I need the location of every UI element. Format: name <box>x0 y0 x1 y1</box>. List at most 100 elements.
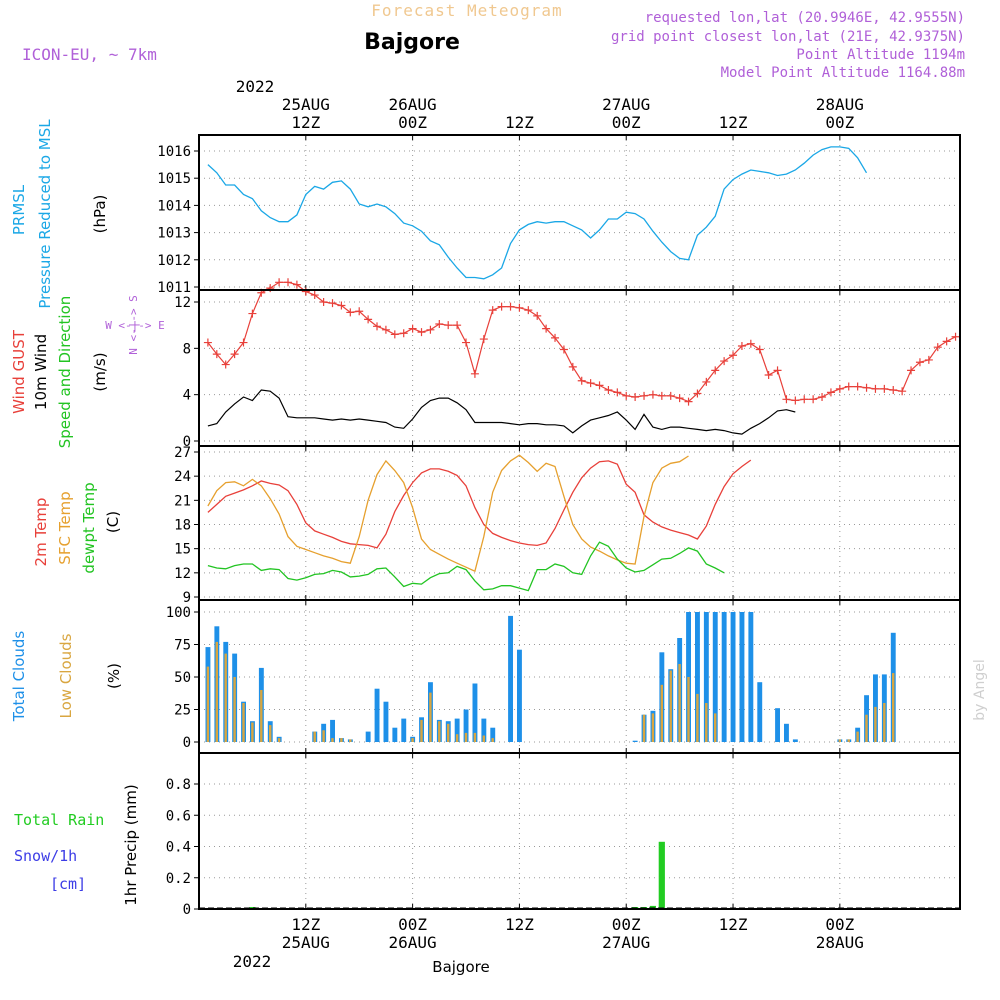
low-cloud-bar <box>669 670 672 742</box>
low-cloud-bar <box>482 735 485 742</box>
bottom-hour-label: 12Z <box>719 915 748 934</box>
temperature-panel: 9 12 15 18 21 24 27 <box>174 445 961 606</box>
total-cloud-bar <box>792 739 798 742</box>
low-cloud-bar <box>705 703 708 742</box>
top-hour-label: 12Z <box>719 113 748 132</box>
low-cloud-bar <box>215 641 218 742</box>
total-cloud-bar <box>481 718 487 742</box>
pressure-labels: PRMSL Pressure Reduced to MSL (hPa) <box>10 119 109 309</box>
gust-marker <box>631 392 640 401</box>
gust-marker <box>729 351 738 360</box>
sfc-temp-line <box>207 454 689 573</box>
low-cloud-bar <box>865 714 868 742</box>
gust-marker <box>488 306 497 315</box>
gust-marker <box>568 362 577 371</box>
gust-marker <box>337 301 346 310</box>
low-cloud-bar <box>260 690 263 742</box>
total-cloud-bar <box>748 612 754 742</box>
low-cloud-bar <box>411 738 414 742</box>
total-cloud-bar <box>401 718 407 742</box>
top-year: 2022 <box>236 77 275 96</box>
low-cloud-bar <box>687 677 690 742</box>
y-tick-label: 1012 <box>157 253 191 269</box>
low-cloud-bar <box>883 703 886 742</box>
y-tick-label: 0.8 <box>166 777 191 793</box>
total-cloud-bar <box>463 709 469 742</box>
gust-marker <box>577 376 586 385</box>
gust-marker <box>613 388 622 397</box>
y-tick-label: 12 <box>174 295 191 311</box>
total-cloud-bar <box>472 683 478 742</box>
low-clouds-label: Low Clouds <box>57 633 75 718</box>
panels: 1011 1012 1013 1014 1015 1016 0 4 8 12 9 12 15 18 21 24… <box>157 134 961 918</box>
gust-marker <box>693 389 702 398</box>
low-cloud-bar <box>455 734 459 742</box>
y-tick-label: 8 <box>183 341 191 357</box>
precip-axis-label: 1hr Precip (mm) <box>122 784 140 905</box>
gust-marker <box>648 390 657 399</box>
gust-marker <box>212 350 221 359</box>
bottom-hour-label: 12Z <box>291 915 320 934</box>
gust-marker <box>328 299 337 308</box>
top-day-label: 27AUG <box>602 95 650 114</box>
gust-marker <box>640 391 649 400</box>
total-cloud-bar <box>784 723 789 742</box>
total-clouds-label: Total Clouds <box>10 631 28 723</box>
gust-marker <box>800 395 809 404</box>
y-tick-label: 25 <box>174 703 191 719</box>
low-cloud-bar <box>429 692 432 742</box>
gust-marker <box>355 307 364 316</box>
y-tick-label: 50 <box>174 670 191 686</box>
gust-marker <box>292 280 301 289</box>
gust-marker <box>907 366 916 375</box>
top-hour-label: 00Z <box>612 113 641 132</box>
low-cloud-bar <box>420 719 423 742</box>
low-cloud-bar <box>838 739 841 742</box>
gust-marker <box>666 391 675 400</box>
y-tick-label: 0 <box>183 735 191 751</box>
gust-marker <box>524 306 533 315</box>
sfc-label: SFC Temp <box>56 491 74 564</box>
gust-marker <box>702 377 711 386</box>
top-hour-label: 12Z <box>505 113 534 132</box>
gust-marker <box>470 369 479 378</box>
total-cloud-bar <box>330 719 335 742</box>
temperature-labels: 2m Temp SFC Temp dewpt Temp (C) <box>32 482 122 573</box>
location-title: Bajgore <box>364 30 460 55</box>
gust-marker <box>444 321 453 330</box>
low-cloud-bar <box>313 731 316 742</box>
gust-marker <box>604 386 613 395</box>
total-cloud-bar <box>775 708 780 742</box>
gust-marker <box>319 298 328 306</box>
compass-we: W <-|-> E <box>105 319 165 332</box>
total-cloud-bar <box>517 649 522 742</box>
gust-marker <box>773 366 782 375</box>
gust-marker <box>284 278 293 287</box>
gust-marker <box>826 388 835 397</box>
gust-marker <box>479 335 488 344</box>
gust-marker <box>595 381 604 390</box>
temp-unit: (C) <box>104 511 122 533</box>
gust-marker <box>942 337 951 346</box>
temperature-frame <box>198 445 961 601</box>
y-tick-label: 0 <box>183 434 191 450</box>
gust-marker <box>203 338 212 347</box>
gust-marker <box>720 357 729 366</box>
y-tick-label: 21 <box>174 493 191 509</box>
low-cloud-bar <box>331 738 334 742</box>
gust-marker <box>453 321 462 330</box>
y-tick-label: 0.4 <box>166 840 191 856</box>
gust-marker <box>408 324 417 333</box>
bottom-hour-label: 00Z <box>825 915 854 934</box>
low-cloud-bar <box>892 673 895 742</box>
low-cloud-bar <box>847 739 850 742</box>
super-title: Forecast Meteogram <box>371 1 562 20</box>
low-cloud-bar <box>464 732 468 742</box>
gust-marker <box>915 358 924 367</box>
y-tick-label: 1015 <box>157 171 191 187</box>
low-cloud-bar <box>491 738 494 742</box>
gust-marker <box>791 396 800 405</box>
low-cloud-bar <box>678 664 681 742</box>
low-cloud-bar <box>714 713 717 742</box>
